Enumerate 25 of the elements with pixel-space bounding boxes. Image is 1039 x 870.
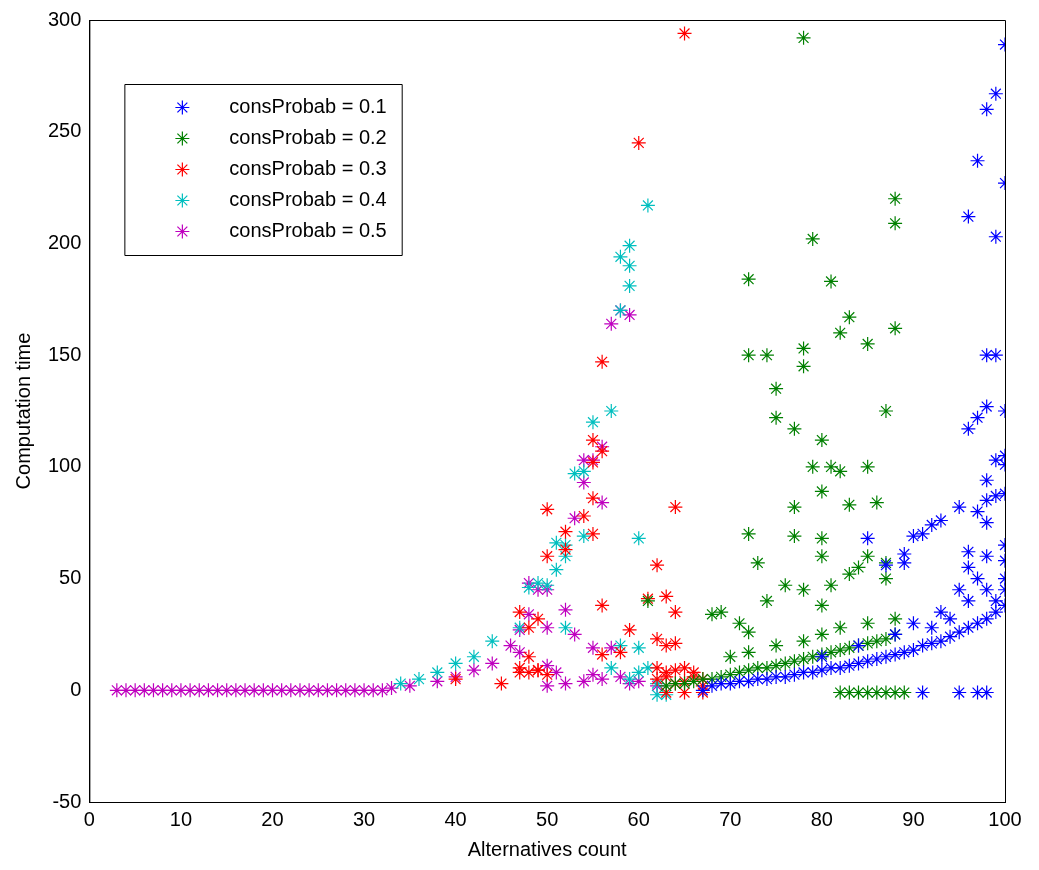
legend-label: consProbab = 0.5 xyxy=(229,219,387,242)
y-tick-label: 300 xyxy=(47,7,82,30)
x-tick-label: 100 xyxy=(988,807,1022,830)
x-tick-label: 90 xyxy=(902,807,925,830)
y-axis-title: Computation time xyxy=(11,332,34,490)
x-tick-label: 80 xyxy=(810,807,833,830)
y-tick-label: 250 xyxy=(47,119,82,142)
x-axis-title: Alternatives count xyxy=(467,837,628,860)
x-tick-label: 50 xyxy=(536,807,559,830)
legend-label: consProbab = 0.3 xyxy=(229,157,387,180)
x-tick-label: 10 xyxy=(169,807,193,830)
legend-label: consProbab = 0.1 xyxy=(229,95,387,118)
y-tick-label: 150 xyxy=(47,342,82,365)
y-tick-label: 200 xyxy=(47,230,82,253)
y-tick-label: 0 xyxy=(70,677,82,700)
y-tick-label: -50 xyxy=(52,789,82,812)
y-tick-label: 50 xyxy=(59,566,82,589)
x-tick-label: 20 xyxy=(261,807,284,830)
legend-label: consProbab = 0.4 xyxy=(229,188,387,211)
x-tick-label: 60 xyxy=(627,807,650,830)
legend-label: consProbab = 0.2 xyxy=(229,126,387,149)
x-tick-label: 30 xyxy=(352,807,376,830)
x-tick-label: 40 xyxy=(444,807,467,830)
y-tick-label: 100 xyxy=(47,454,82,477)
x-tick-label: 70 xyxy=(719,807,742,830)
